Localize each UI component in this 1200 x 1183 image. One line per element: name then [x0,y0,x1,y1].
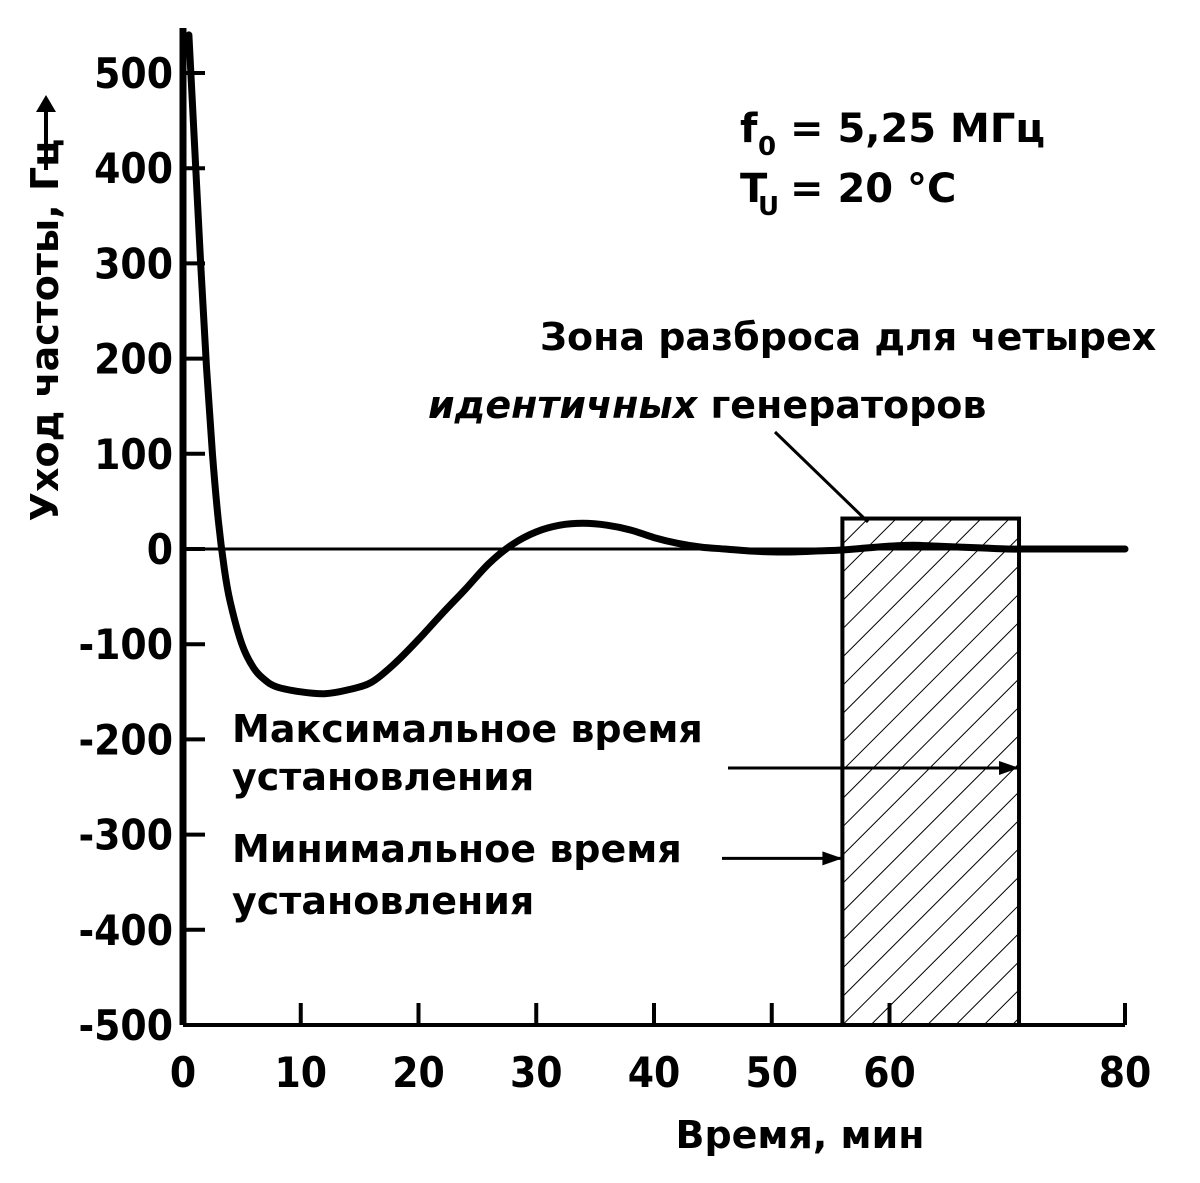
x-tick-label-0: 0 [170,1048,196,1097]
y-tick-label-300: 300 [94,239,173,288]
leader-lines-group [722,430,1020,866]
max-time-label-line1: Максимальное время [232,707,703,751]
y-tick-label-200: 200 [94,335,173,384]
y-axis-title-arrowhead [36,95,56,112]
max-time-label-line2: установления [232,755,534,799]
y-tick-label-500: 500 [94,49,173,98]
y-tick-label--300: -300 [78,811,173,860]
zone-label-line2-bold: идентичных [428,383,699,427]
dispersion-zone-group [840,516,1022,1027]
dispersion-zone-rect [840,516,1022,1027]
tu-value: = 20 °C [790,166,956,212]
y-tick-label-100: 100 [94,430,173,479]
zone-label-line1: Зона разброса для четырех [540,315,1156,359]
x-tick-label-40: 40 [628,1048,681,1097]
series-line-frequency-drift [185,31,1129,698]
min-time-label-line1: Минимальное время [232,827,682,871]
max-time-leader-arrowhead [999,760,1020,775]
x-tick-label-80: 80 [1099,1048,1152,1097]
zone-label-line2-rest: генераторов [697,383,986,427]
tu-symbol: T [740,166,768,212]
f0-subscript: 0 [758,132,776,162]
y-tick-label--100: -100 [78,620,173,669]
x-tick-label-10: 10 [274,1048,327,1097]
x-tick-label-20: 20 [392,1048,445,1097]
min-time-label-line2: установления [232,879,534,923]
curve-group [185,31,1129,698]
y-tick-label--400: -400 [78,906,173,955]
x-tick-label-30: 30 [510,1048,563,1097]
zone-label-line2: идентичных генераторов [428,383,986,427]
min-time-leader-arrowhead [822,851,843,866]
y-tick-label-0: 0 [147,525,173,574]
y-axis-title: Уход частоты, Гц [23,139,67,522]
tu-subscript: U [758,192,779,222]
f0-value: = 5,25 МГц [790,106,1045,152]
x-tick-label-60: 60 [863,1048,916,1097]
x-axis-title: Время, мин [675,1113,924,1157]
x-tick-label-50: 50 [745,1048,798,1097]
y-tick-label--500: -500 [78,1001,173,1050]
y-tick-label-400: 400 [94,144,173,193]
y-tick-label--200: -200 [78,715,173,764]
y-axis-title-group: Уход частоты, Гц [23,95,67,521]
f0-symbol: f [740,106,758,152]
zone-leader-line [773,430,870,524]
